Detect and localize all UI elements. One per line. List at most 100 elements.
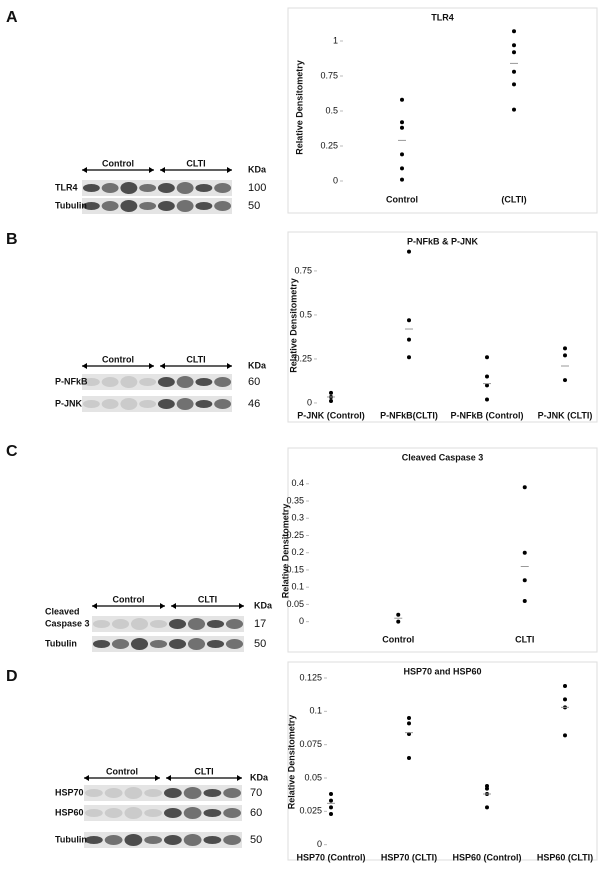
- group-label: Control: [102, 354, 134, 364]
- row-label: Tubulin: [55, 200, 87, 210]
- data-point: [400, 97, 404, 102]
- blot-band: [195, 184, 213, 192]
- blot-band: [176, 200, 194, 212]
- row-label: HSP60: [55, 807, 84, 817]
- blot-band: [120, 376, 138, 388]
- y-tick-label: 0.025: [299, 806, 322, 816]
- blot-band: [104, 808, 123, 818]
- blot-band: [149, 640, 168, 648]
- x-tick-label: P-JNK (Control): [297, 410, 365, 420]
- data-point: [329, 792, 333, 796]
- blot-band: [120, 182, 138, 194]
- blot-band: [111, 619, 130, 629]
- panel-letter: C: [6, 443, 18, 460]
- blot-band: [124, 807, 143, 819]
- data-point: [563, 346, 567, 351]
- chart-title: TLR4: [431, 12, 454, 22]
- data-point: [512, 69, 516, 74]
- row-label: Tubulin: [45, 638, 77, 648]
- data-point: [329, 399, 333, 404]
- row-label: Cleaved: [45, 606, 80, 616]
- blot-strip: [84, 805, 242, 821]
- x-tick-label: HSP60 (Control): [452, 852, 521, 862]
- blot-band: [214, 377, 232, 387]
- blot-band: [223, 835, 242, 845]
- data-point: [485, 355, 489, 360]
- y-tick-label: 0.25: [320, 140, 338, 150]
- y-tick-label: 0.1: [291, 582, 304, 592]
- y-tick-label: 0: [333, 175, 338, 185]
- group-label: Control: [102, 158, 134, 168]
- blot-band: [82, 184, 100, 192]
- data-point: [407, 721, 411, 726]
- y-tick-label: 0.075: [299, 739, 322, 749]
- y-tick-label: 0.15: [286, 564, 304, 574]
- blot-band: [130, 638, 149, 650]
- blot-band: [223, 808, 242, 818]
- x-tick-label: HSP70 (Control): [296, 852, 365, 862]
- blot-band: [144, 836, 163, 844]
- blot-band: [176, 376, 194, 388]
- kda-label: 17: [254, 618, 266, 630]
- y-tick-label: 0.2: [291, 547, 304, 557]
- blot-band: [176, 398, 194, 410]
- data-point: [485, 383, 489, 388]
- data-point: [400, 125, 404, 130]
- data-point: [563, 697, 567, 702]
- y-tick-label: 0: [317, 839, 322, 849]
- data-point: [400, 166, 404, 171]
- data-point: [563, 378, 567, 383]
- data-point: [563, 733, 567, 738]
- plot-frame: [287, 447, 598, 653]
- y-tick-label: 0.05: [304, 772, 322, 782]
- data-point: [512, 50, 516, 55]
- data-point: [512, 43, 516, 48]
- data-point: [407, 355, 411, 360]
- group-label: CLTI: [194, 766, 213, 776]
- blot-band: [176, 182, 194, 194]
- data-point: [563, 353, 567, 358]
- group-label: CLTI: [186, 354, 205, 364]
- row-label: Tubulin: [55, 834, 87, 844]
- data-point: [512, 107, 516, 112]
- blot-band: [130, 618, 149, 630]
- blot-band: [120, 200, 138, 212]
- plot-frame: [287, 7, 598, 214]
- kda-label: 50: [248, 200, 260, 212]
- unit-label: KDa: [248, 360, 267, 370]
- blot-band: [157, 201, 175, 211]
- data-point: [329, 390, 333, 395]
- blot-band: [92, 620, 111, 628]
- unit-label: KDa: [254, 600, 273, 610]
- row-label: P-NFkB: [55, 376, 88, 386]
- blot-band: [225, 619, 244, 629]
- y-tick-label: 0.35: [286, 495, 304, 505]
- kda-label: 100: [248, 182, 266, 194]
- data-point: [400, 120, 404, 125]
- chart-title: HSP70 and HSP60: [403, 666, 481, 676]
- blot-strip: [82, 396, 232, 412]
- unit-label: KDa: [248, 164, 267, 174]
- blot-strip: [92, 636, 244, 652]
- y-tick-label: 0.5: [299, 309, 312, 319]
- y-axis-label: Relative Densitometry: [294, 60, 304, 155]
- blot-band: [195, 202, 213, 210]
- blot-band: [157, 183, 175, 193]
- plot-frame: [287, 231, 598, 423]
- blot-band: [139, 202, 157, 210]
- blot-band: [187, 618, 206, 630]
- kda-label: 50: [254, 638, 266, 650]
- group-label: CLTI: [186, 158, 205, 168]
- row-label: HSP70: [55, 787, 84, 797]
- data-point: [396, 612, 401, 617]
- blot-band: [214, 183, 232, 193]
- blot-band: [183, 787, 202, 799]
- y-tick-label: 0: [307, 397, 312, 407]
- blot-band: [139, 378, 157, 386]
- kda-label: 70: [250, 787, 262, 799]
- kda-label: 46: [248, 398, 260, 410]
- x-tick-label: Control: [382, 634, 414, 644]
- blot-band: [101, 377, 119, 387]
- blot-strip: [82, 180, 232, 196]
